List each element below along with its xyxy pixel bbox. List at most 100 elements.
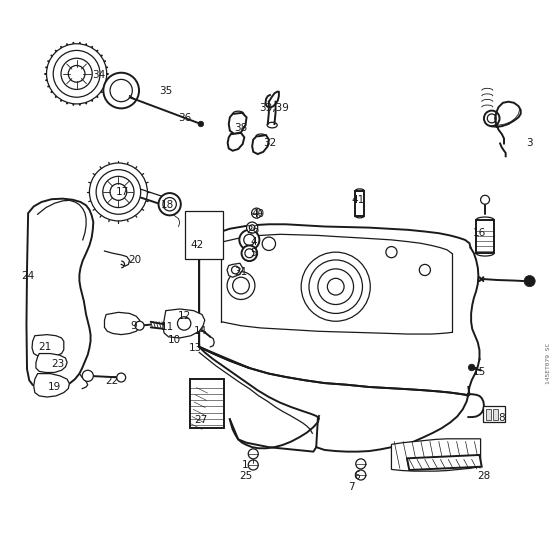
Circle shape [309, 260, 362, 314]
Polygon shape [228, 113, 246, 134]
Circle shape [104, 73, 139, 109]
Text: 42: 42 [191, 240, 204, 250]
Text: 17: 17 [116, 187, 129, 197]
Circle shape [53, 50, 100, 97]
Text: 7: 7 [348, 482, 354, 492]
Bar [486, 409, 491, 420]
Circle shape [241, 245, 257, 261]
Text: 24: 24 [21, 270, 35, 281]
Text: 3: 3 [526, 138, 533, 148]
Text: 2: 2 [525, 276, 531, 286]
Circle shape [487, 114, 496, 123]
Text: 12: 12 [178, 311, 191, 321]
Ellipse shape [476, 250, 494, 256]
Circle shape [251, 208, 262, 218]
Polygon shape [34, 374, 69, 397]
Ellipse shape [231, 132, 241, 136]
Circle shape [480, 195, 489, 204]
Circle shape [386, 246, 397, 258]
Text: 27: 27 [194, 416, 208, 426]
Circle shape [135, 321, 144, 330]
Polygon shape [391, 439, 480, 471]
Ellipse shape [355, 189, 364, 193]
Ellipse shape [476, 217, 494, 223]
Circle shape [163, 198, 176, 211]
Ellipse shape [256, 134, 266, 138]
Circle shape [246, 222, 258, 233]
Text: 31: 31 [235, 267, 248, 277]
Text: 20: 20 [129, 255, 142, 265]
Circle shape [68, 66, 85, 82]
Circle shape [328, 278, 344, 295]
Text: 18: 18 [161, 200, 174, 210]
Circle shape [46, 44, 107, 104]
Polygon shape [32, 335, 64, 357]
Polygon shape [36, 353, 67, 372]
Text: 8: 8 [498, 413, 505, 423]
Polygon shape [26, 199, 94, 390]
Ellipse shape [267, 122, 277, 128]
Text: 40: 40 [251, 209, 264, 220]
Bar [483, 407, 505, 422]
Polygon shape [407, 455, 482, 470]
Text: 32: 32 [263, 138, 277, 148]
Text: 26: 26 [246, 225, 260, 235]
Polygon shape [105, 312, 139, 335]
Text: 28: 28 [477, 471, 490, 481]
Text: 16: 16 [473, 227, 486, 237]
Circle shape [356, 459, 366, 469]
Text: 5: 5 [250, 248, 256, 258]
Text: 22: 22 [105, 376, 118, 386]
Text: 23: 23 [52, 358, 65, 368]
Ellipse shape [232, 111, 244, 116]
Text: 21: 21 [38, 342, 52, 352]
Circle shape [110, 80, 132, 102]
Bar [190, 379, 224, 428]
Text: 41: 41 [351, 195, 365, 206]
Circle shape [116, 373, 125, 382]
Circle shape [249, 225, 255, 230]
Circle shape [227, 272, 255, 300]
Text: 14: 14 [194, 326, 208, 336]
Text: 145ET079 SC: 145ET079 SC [546, 343, 551, 384]
Text: 11: 11 [161, 323, 174, 333]
Text: 19: 19 [48, 382, 61, 392]
Circle shape [262, 237, 276, 250]
Circle shape [82, 370, 94, 381]
Text: 9: 9 [130, 321, 137, 331]
Circle shape [318, 269, 353, 305]
Circle shape [103, 176, 134, 208]
Circle shape [484, 111, 500, 126]
Circle shape [61, 58, 92, 90]
Circle shape [468, 364, 475, 371]
Bar [185, 212, 223, 259]
Circle shape [356, 470, 366, 480]
Polygon shape [252, 135, 269, 154]
Circle shape [178, 317, 191, 330]
Text: 34: 34 [92, 70, 105, 80]
Circle shape [248, 449, 258, 459]
Text: 36: 36 [179, 114, 192, 123]
Circle shape [90, 163, 147, 221]
Circle shape [158, 193, 181, 216]
Circle shape [239, 230, 259, 250]
Text: 38: 38 [235, 123, 248, 133]
Circle shape [419, 264, 431, 276]
Text: 1: 1 [242, 460, 249, 470]
Polygon shape [227, 263, 243, 277]
Circle shape [198, 121, 204, 127]
Text: 6: 6 [353, 471, 360, 481]
Bar [355, 191, 364, 216]
Text: 10: 10 [167, 335, 181, 345]
Text: 4: 4 [250, 237, 256, 247]
Bar [493, 409, 498, 420]
Circle shape [245, 249, 254, 258]
Text: 35: 35 [159, 86, 172, 96]
Text: 33,39: 33,39 [259, 104, 290, 113]
Ellipse shape [355, 214, 364, 218]
Circle shape [96, 170, 141, 214]
Circle shape [301, 252, 370, 321]
Polygon shape [163, 309, 205, 338]
Circle shape [231, 266, 239, 274]
Circle shape [524, 276, 535, 287]
